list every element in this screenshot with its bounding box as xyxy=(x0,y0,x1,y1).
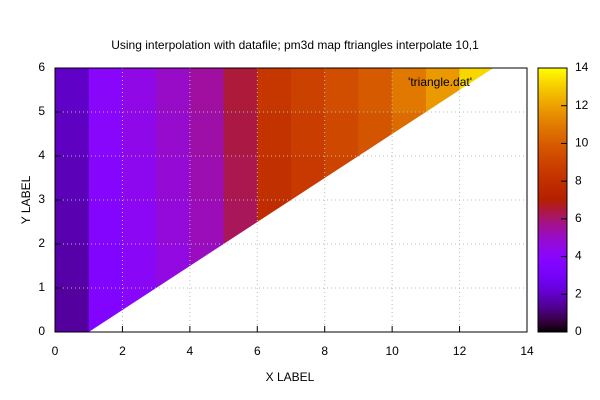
heat-cell xyxy=(257,68,292,113)
heat-cell xyxy=(88,68,124,113)
heat-cell xyxy=(324,68,360,113)
heat-cell xyxy=(122,68,157,113)
x-axis-label: X LABEL xyxy=(266,370,315,384)
heat-cell xyxy=(291,68,326,113)
colorbar-tick-label: 6 xyxy=(575,211,582,225)
colorbar-tick-label: 14 xyxy=(575,60,589,74)
heat-cell xyxy=(392,68,427,113)
x-tick-label: 6 xyxy=(254,344,261,358)
y-tick-label: 6 xyxy=(38,60,45,74)
heat-cell xyxy=(88,156,124,201)
heat-cell xyxy=(291,112,326,157)
heat-cell xyxy=(392,112,427,157)
heat-cell xyxy=(223,200,258,245)
heat-cell xyxy=(156,112,191,157)
heat-cell xyxy=(55,200,90,245)
heat-cell xyxy=(122,112,157,157)
y-tick-label: 3 xyxy=(38,192,45,206)
heat-cell xyxy=(189,156,225,201)
heat-cell xyxy=(122,244,157,289)
plot-border xyxy=(54,67,528,333)
colorbar-tick-label: 2 xyxy=(575,286,582,300)
heat-cell xyxy=(88,200,124,245)
heat-cell xyxy=(55,288,90,332)
y-tick-label: 0 xyxy=(38,324,45,338)
y-axis-label: Y LABEL xyxy=(19,175,33,224)
heat-cell xyxy=(88,112,124,157)
heat-cell xyxy=(291,156,326,201)
legend-label: 'triangle.dat' xyxy=(408,75,472,89)
heat-cell xyxy=(223,112,258,157)
colorbar-tick-label: 0 xyxy=(575,324,582,338)
heat-cell xyxy=(88,244,124,289)
heat-cell xyxy=(55,244,90,289)
heat-cell xyxy=(223,156,258,201)
heat-cell xyxy=(257,156,292,201)
heat-cell xyxy=(122,200,157,245)
heat-cell xyxy=(257,112,292,157)
y-tick-label: 1 xyxy=(38,280,45,294)
colorbar-tick-label: 12 xyxy=(575,98,589,112)
heat-cell xyxy=(189,244,225,289)
x-tick-label: 0 xyxy=(52,344,59,358)
heat-cell xyxy=(223,68,258,113)
heat-cell xyxy=(88,288,124,332)
heat-cell xyxy=(55,112,90,157)
heat-cell xyxy=(324,156,360,201)
colorbar-tick-label: 4 xyxy=(575,249,582,263)
heat-cell xyxy=(156,68,191,113)
x-tick-label: 2 xyxy=(119,344,126,358)
heat-cell xyxy=(156,156,191,201)
heat-cell xyxy=(122,288,157,332)
chart-title: Using interpolation with datafile; pm3d … xyxy=(111,38,479,52)
colorbar-tick-label: 8 xyxy=(575,173,582,187)
colorbar-tick-label: 10 xyxy=(575,136,589,150)
heat-cell xyxy=(257,200,292,245)
colorbar xyxy=(537,67,568,333)
heat-cell xyxy=(156,200,191,245)
heat-cell xyxy=(324,112,360,157)
x-tick-label: 10 xyxy=(385,344,399,358)
heat-cell xyxy=(189,112,225,157)
x-tick-label: 14 xyxy=(520,344,534,358)
heat-cell xyxy=(189,68,225,113)
y-tick-label: 4 xyxy=(38,148,45,162)
y-tick-label: 2 xyxy=(38,236,45,250)
heat-cell xyxy=(358,112,393,157)
heat-cell xyxy=(358,68,393,113)
y-tick-label: 5 xyxy=(38,104,45,118)
heat-cell xyxy=(55,156,90,201)
x-tick-label: 4 xyxy=(187,344,194,358)
heat-cell xyxy=(55,68,90,113)
heatmap-area xyxy=(55,68,494,332)
heat-cell xyxy=(156,244,191,289)
heat-cell xyxy=(189,200,225,245)
x-tick-label: 8 xyxy=(321,344,328,358)
heat-cell xyxy=(122,156,157,201)
x-tick-label: 12 xyxy=(453,344,467,358)
